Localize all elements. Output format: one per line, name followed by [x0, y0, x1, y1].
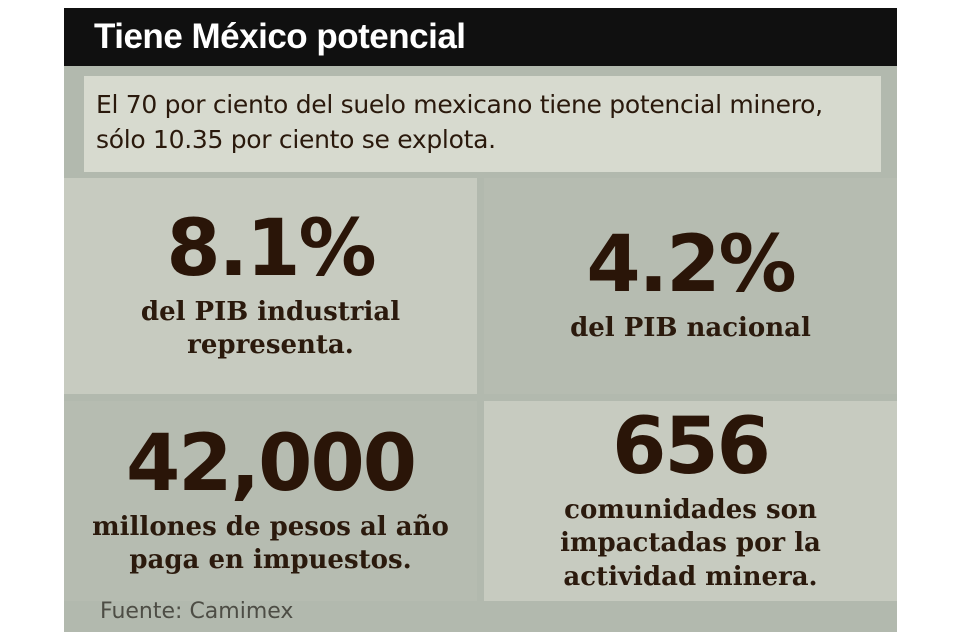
stat-caption: millones de pesos al año paga en impuest… [92, 511, 449, 575]
stats-grid: 8.1% del PIB industrial representa. 4.2%… [64, 178, 897, 601]
stat-value: 656 [612, 402, 771, 493]
stat-caption: del PIB industrial representa. [140, 296, 401, 360]
stat-pib-nacional: 4.2% del PIB nacional [484, 178, 897, 394]
stat-value: 42,000 [126, 418, 417, 509]
page-title: Tiene México potencial [94, 17, 466, 56]
stat-impuestos: 42,000 millones de pesos al año paga en … [64, 401, 477, 601]
stat-caption: del PIB nacional [570, 313, 811, 344]
stat-value: 8.1% [166, 203, 376, 294]
intro-text: El 70 por ciento del suelo mexicano tien… [96, 90, 823, 154]
stat-pib-industrial: 8.1% del PIB industrial representa. [64, 178, 477, 394]
source-note: Fuente: Camimex [100, 599, 294, 624]
stat-caption: comunidades son impactadas por la activi… [560, 495, 821, 592]
stat-value: 4.2% [586, 220, 796, 311]
intro-box: El 70 por ciento del suelo mexicano tien… [84, 76, 881, 172]
infographic-canvas: Tiene México potencial El 70 por ciento … [64, 8, 897, 632]
header-bar: Tiene México potencial [64, 8, 897, 66]
stat-comunidades: 656 comunidades son impactadas por la ac… [484, 401, 897, 601]
